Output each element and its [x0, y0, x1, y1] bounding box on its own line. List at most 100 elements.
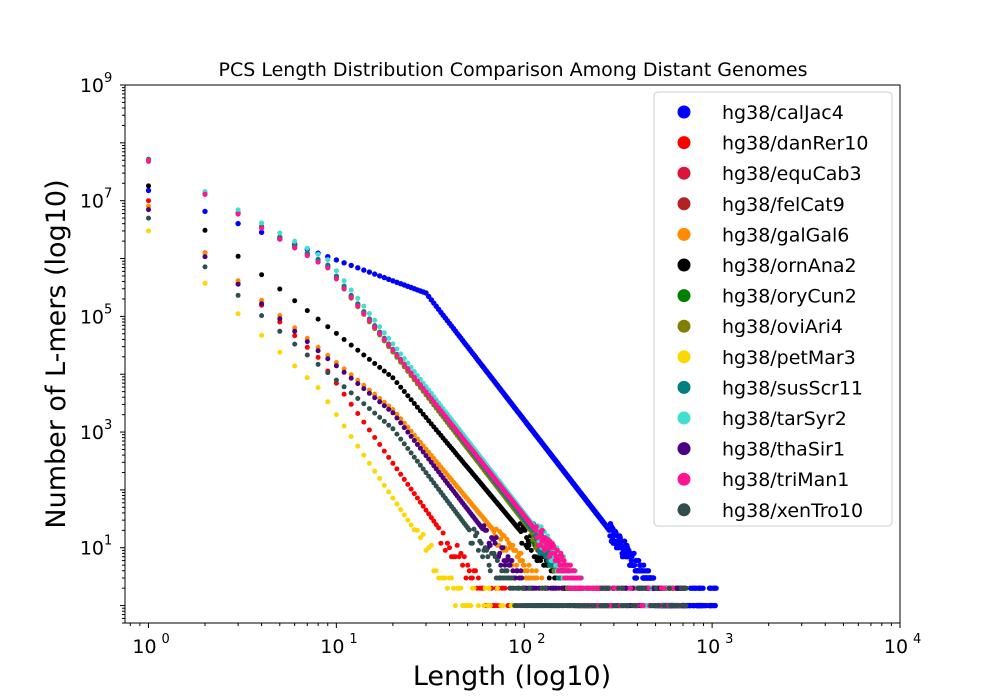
data-point — [259, 220, 265, 226]
data-point — [372, 468, 378, 474]
data-point — [401, 420, 407, 426]
data-point — [633, 575, 640, 581]
data-point — [398, 351, 404, 357]
data-point — [423, 415, 429, 420]
data-point — [235, 207, 241, 213]
data-point — [475, 547, 481, 553]
data-point — [504, 568, 510, 574]
data-point — [411, 491, 417, 497]
data-point — [482, 585, 488, 591]
legend-label: hg38/danRer10 — [722, 133, 868, 155]
data-point — [494, 585, 500, 591]
data-point — [449, 575, 454, 581]
data-point — [398, 384, 404, 390]
data-point — [348, 287, 354, 293]
data-point — [638, 585, 644, 591]
data-point — [304, 344, 310, 350]
data-point — [386, 335, 392, 341]
data-point — [504, 536, 510, 542]
data-point — [417, 462, 423, 468]
y-tick-exponent: 5 — [104, 302, 112, 317]
data-point — [487, 542, 493, 548]
data-point — [614, 538, 620, 544]
data-point — [433, 568, 439, 574]
data-point — [304, 339, 310, 345]
data-point — [355, 381, 361, 387]
data-point — [527, 585, 533, 591]
data-point — [408, 433, 414, 439]
legend-label: hg38/triMan1 — [722, 469, 849, 491]
data-point — [304, 308, 310, 314]
data-point — [146, 183, 151, 189]
data-point — [469, 575, 475, 581]
data-point — [604, 603, 610, 609]
data-point — [423, 507, 429, 513]
data-point — [377, 364, 383, 370]
data-point — [650, 575, 657, 581]
legend-label: hg38/thaSir1 — [722, 439, 845, 461]
data-point — [325, 370, 331, 376]
data-point — [528, 547, 534, 553]
data-point — [411, 438, 417, 443]
data-point — [348, 262, 354, 269]
data-point — [500, 545, 506, 551]
data-point — [202, 191, 208, 197]
data-point — [605, 585, 611, 591]
data-point — [398, 357, 404, 363]
data-point — [394, 466, 400, 472]
chart-title: PCS Length Distribution Comparison Among… — [219, 59, 808, 81]
data-point — [292, 363, 298, 369]
data-point — [509, 558, 515, 564]
data-point — [386, 406, 392, 412]
legend-marker — [677, 442, 691, 456]
data-point — [633, 603, 639, 609]
data-point — [481, 523, 487, 529]
data-point — [292, 298, 298, 304]
data-point — [386, 276, 392, 282]
legend-marker — [677, 319, 691, 333]
data-point — [372, 410, 378, 416]
legend-marker — [677, 197, 691, 211]
data-point — [235, 292, 241, 298]
data-point — [484, 547, 489, 553]
data-point — [355, 443, 361, 449]
data-point — [428, 542, 434, 548]
data-point — [202, 264, 208, 270]
y-tick-label: 10 — [80, 422, 104, 444]
data-point — [420, 411, 426, 417]
data-point — [377, 442, 383, 447]
data-point — [277, 236, 283, 242]
x-tick-exponent: 4 — [913, 632, 921, 647]
data-point — [683, 585, 689, 591]
data-point — [414, 404, 420, 410]
data-point — [372, 324, 378, 330]
data-point — [292, 238, 298, 244]
data-point — [277, 328, 283, 334]
data-point — [401, 441, 407, 447]
data-point — [543, 554, 549, 560]
x-tick-label: 10 — [320, 636, 344, 658]
data-point — [408, 370, 414, 376]
data-point — [325, 356, 331, 362]
data-point — [423, 470, 429, 476]
data-point — [390, 460, 396, 466]
data-point — [348, 295, 354, 300]
data-point — [678, 603, 684, 609]
data-point — [394, 431, 400, 437]
data-point — [440, 530, 446, 536]
data-point — [292, 333, 298, 339]
data-point — [656, 603, 662, 609]
y-tick-exponent: 9 — [104, 71, 112, 86]
legend-label: hg38/calJac4 — [722, 102, 844, 124]
data-point — [543, 585, 549, 591]
data-point — [518, 550, 524, 556]
data-point — [498, 536, 504, 542]
data-point — [500, 603, 506, 609]
data-point — [484, 527, 489, 533]
data-point — [315, 316, 321, 322]
data-point — [366, 406, 372, 412]
data-point — [556, 585, 562, 591]
data-point — [498, 562, 504, 568]
data-point — [390, 495, 396, 501]
